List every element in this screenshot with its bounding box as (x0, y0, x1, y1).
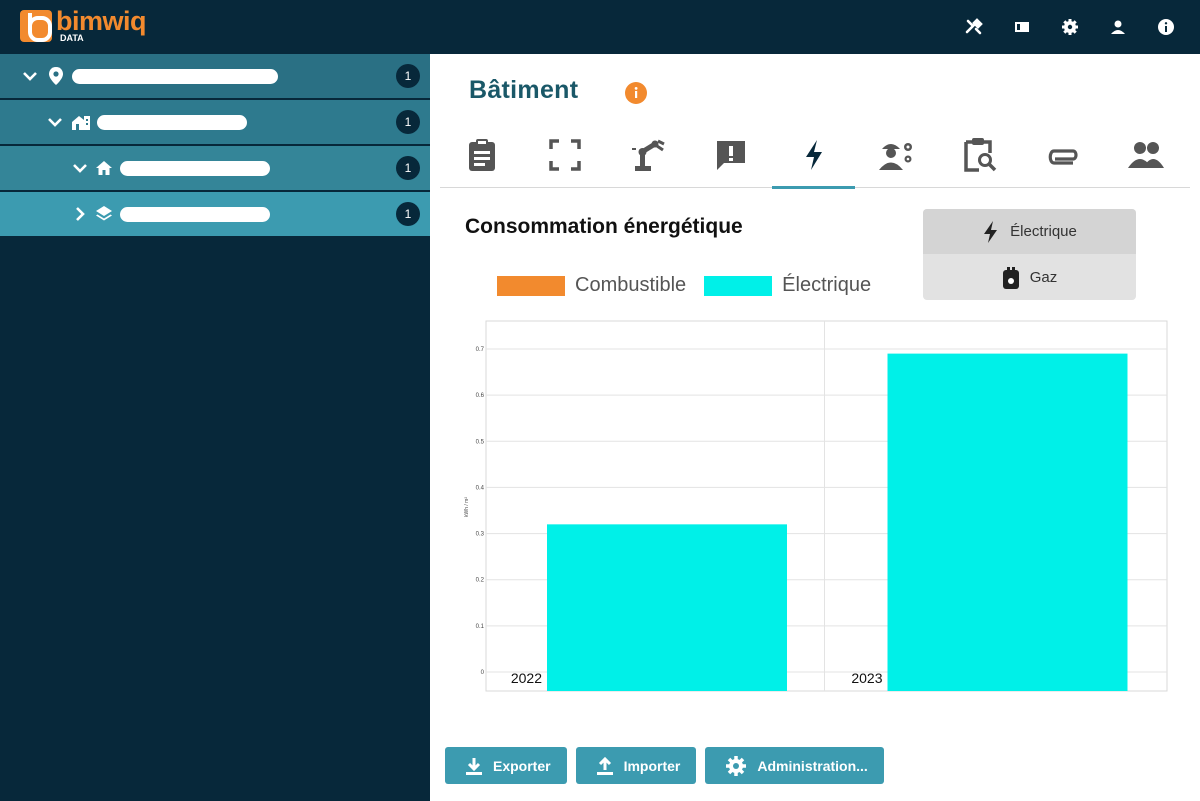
y-tick-label: 0.2 (476, 578, 485, 584)
tab-energy[interactable] (772, 126, 855, 189)
energy-type-toggle: Électrique Gaz (923, 209, 1136, 300)
logo-text: bimwiq DATA (56, 6, 147, 44)
page-title: Bâtiment (469, 76, 579, 104)
y-tick-label: 0 (481, 670, 485, 676)
y-tick-label: 0.1 (476, 624, 485, 630)
chevron-down-icon[interactable] (22, 68, 38, 84)
export-label: Exporter (493, 757, 551, 774)
legend-swatch (704, 275, 773, 296)
toggle-option-gaz[interactable]: Gaz (923, 255, 1136, 300)
logo-sub: DATA (60, 33, 84, 43)
clipboard-icon (467, 138, 497, 177)
tab-workers[interactable] (855, 126, 938, 188)
import-label: Importer (623, 757, 681, 774)
tree-item-site[interactable]: 1 (0, 54, 430, 98)
tab-alert[interactable] (689, 126, 772, 188)
legend-label: Combustible (575, 274, 687, 296)
y-tick-label: 0.4 (476, 485, 485, 491)
tab-inspection[interactable] (938, 126, 1021, 188)
bar-electrique (887, 353, 1128, 691)
export-button[interactable]: Exporter (445, 747, 567, 784)
tree-item-level[interactable]: 1 (0, 192, 430, 236)
tab-bar (440, 126, 1190, 189)
toggle-label: Gaz (1029, 269, 1058, 286)
tab-fullscreen[interactable] (523, 126, 606, 188)
worker-gear-icon (878, 139, 916, 176)
top-bar: bimwiq DATA (0, 0, 1200, 54)
paperclip-icon (1046, 144, 1080, 171)
alert-message-icon (715, 139, 747, 176)
chevron-right-icon[interactable] (72, 206, 88, 222)
bar-electrique (547, 524, 787, 691)
main-panel: Bâtiment (430, 54, 1200, 801)
y-tick-label: 0.6 (476, 393, 485, 399)
layers-icon (94, 204, 114, 224)
info-icon[interactable] (625, 82, 647, 104)
upload-icon (596, 756, 614, 775)
count-badge: 1 (396, 110, 420, 134)
x-tick-label: 2022 (511, 670, 542, 686)
chevron-down-icon[interactable] (47, 114, 63, 130)
toggle-label: Électrique (1010, 223, 1077, 240)
administration-label: Administration... (757, 757, 868, 774)
robot-arm-icon (631, 138, 665, 177)
tree-item-label (72, 68, 278, 84)
logo-mark (20, 10, 52, 42)
gear-icon (725, 755, 747, 777)
toggle-option-electrique[interactable]: Électrique (923, 209, 1136, 254)
fullscreen-icon (548, 138, 581, 176)
info-icon[interactable] (1154, 15, 1178, 39)
download-icon (465, 757, 483, 775)
tools-icon[interactable] (962, 15, 986, 39)
location-pin-icon (46, 66, 66, 86)
bolt-icon (982, 220, 1000, 244)
legend-item-electrique[interactable]: Électrique (704, 274, 871, 297)
top-toolbar (962, 15, 1178, 39)
administration-button[interactable]: Administration... (705, 747, 884, 784)
gear-icon[interactable] (1058, 15, 1082, 39)
bolt-icon (803, 139, 825, 176)
tree-item-home[interactable]: 1 (0, 146, 430, 190)
legend-swatch (497, 275, 565, 296)
chart-bars (547, 353, 1128, 691)
gas-meter-icon (1002, 266, 1020, 290)
clipboard-search-icon (963, 137, 997, 178)
x-tick-label: 2023 (851, 670, 882, 686)
count-badge: 1 (396, 202, 420, 226)
y-tick-label: 0.3 (476, 532, 485, 538)
legend-label: Électrique (782, 274, 872, 296)
tab-attachments[interactable] (1021, 126, 1104, 188)
chart-labels: 0 0.1 0.2 0.3 0.4 0.5 0.6 0.7 kWh / m² 2022 2023 (464, 347, 883, 686)
import-button[interactable]: Importer (575, 747, 697, 784)
building-icon (71, 112, 91, 132)
logo-word: bimwiq (56, 6, 147, 36)
y-tick-label: 0.7 (476, 347, 485, 353)
legend-item-combustible[interactable]: Combustible (497, 274, 686, 297)
y-tick-label: 0.5 (476, 439, 485, 445)
footer-actions: Exporter Importer Administration... (445, 747, 884, 784)
view-icon[interactable] (1010, 15, 1034, 39)
section-title: Consommation énergétique (465, 215, 743, 238)
user-icon[interactable] (1106, 15, 1130, 39)
y-axis-label: kWh / m² (464, 497, 470, 517)
tab-robot[interactable] (606, 126, 689, 188)
tree-item-label (120, 206, 270, 222)
energy-chart: 0 0.1 0.2 0.3 0.4 0.5 0.6 0.7 kWh / m² 2022 2023 (464, 320, 1168, 692)
home-icon (94, 158, 114, 178)
tab-people[interactable] (1104, 126, 1187, 188)
tab-clipboard[interactable] (440, 126, 523, 188)
tree-item-label (97, 114, 247, 130)
chevron-down-icon[interactable] (72, 160, 88, 176)
tree-item-building[interactable]: 1 (0, 100, 430, 144)
people-icon (1127, 140, 1165, 175)
sidebar: 1 1 1 1 (0, 54, 430, 801)
app-logo[interactable]: bimwiq DATA (20, 6, 147, 44)
count-badge: 1 (396, 156, 420, 180)
chart-legend: Combustible Électrique (497, 274, 889, 297)
count-badge: 1 (396, 64, 420, 88)
tree-item-label (120, 160, 270, 176)
